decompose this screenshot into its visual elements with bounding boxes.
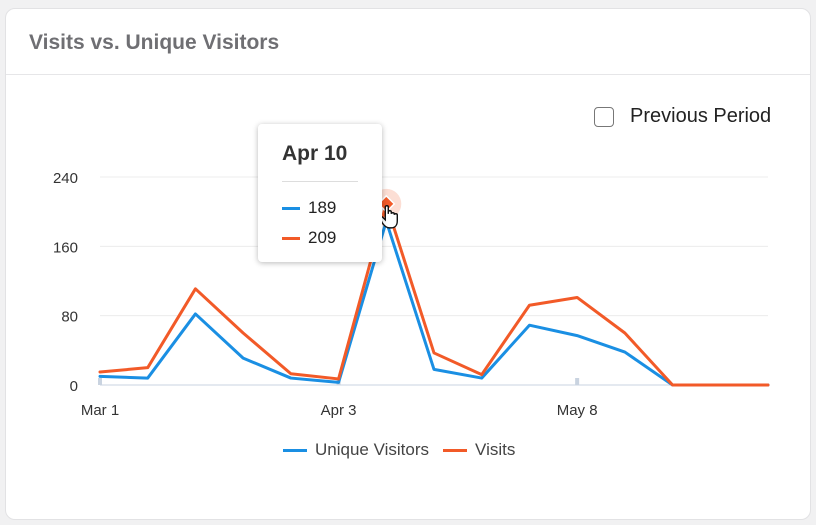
series-line-visits (98, 202, 770, 387)
chart-tooltip: Apr 10 189 209 (258, 124, 382, 262)
tooltip-swatch-unique-visitors (282, 206, 300, 210)
data-point-unique-visitors-8 (480, 376, 484, 380)
data-point-visits-1 (146, 366, 150, 370)
data-point-visits-3 (241, 331, 245, 335)
x-tick-mark-0 (98, 378, 102, 385)
data-point-visits-12 (671, 383, 675, 387)
chart-legend: Unique Visitors Visits (283, 440, 529, 460)
x-tick-label-0: Mar 1 (81, 402, 119, 419)
legend-swatch-unique-visitors (283, 448, 307, 452)
previous-period-toggle[interactable]: Previous Period (594, 105, 771, 128)
x-tick-label-1: Apr 3 (321, 402, 357, 419)
legend-swatch-visits (443, 448, 468, 452)
x-tick-label-2: May 8 (557, 402, 598, 419)
data-point-unique-visitors-5 (337, 380, 341, 384)
data-point-unique-visitors-4 (289, 376, 293, 380)
legend-item-visits[interactable]: Visits (443, 440, 515, 460)
legend-item-unique-visitors[interactable]: Unique Visitors (283, 440, 429, 460)
card-header (6, 9, 810, 75)
data-point-visits-4 (289, 372, 293, 376)
data-point-visits-14 (766, 383, 770, 387)
chart-title: Visits vs. Unique Visitors (29, 31, 280, 54)
data-point-unique-visitors-11 (623, 350, 627, 354)
previous-period-label: Previous Period (630, 105, 772, 127)
tooltip-swatch-visits (282, 236, 300, 240)
tooltip-value-visits: 209 (308, 228, 337, 247)
data-point-visits-7 (432, 351, 436, 355)
data-point-visits-11 (623, 331, 627, 335)
tooltip-row-unique-visitors: 189 (282, 198, 336, 218)
y-tick-label-240: 240 (53, 170, 78, 187)
data-point-visits-10 (575, 295, 579, 299)
previous-period-checkbox[interactable] (594, 106, 614, 127)
data-point-visits-2 (193, 287, 197, 291)
series-line-unique-visitors (98, 219, 770, 387)
x-tick-mark-2 (575, 378, 580, 385)
legend-label-unique-visitors: Unique Visitors (315, 440, 430, 459)
data-point-visits-5 (337, 377, 341, 381)
y-tick-label-0: 0 (70, 378, 78, 395)
data-point-unique-visitors-1 (146, 376, 150, 380)
chart-card: Visits vs. Unique Visitors Previous Peri… (5, 8, 811, 520)
tooltip-date: Apr 10 (282, 142, 348, 165)
tooltip-divider (282, 181, 358, 182)
data-point-visits-9 (527, 303, 531, 307)
tooltip-row-visits: 209 (282, 228, 336, 248)
tooltip-value-unique-visitors: 189 (308, 198, 337, 217)
data-point-unique-visitors-3 (241, 356, 245, 360)
data-point-unique-visitors-10 (575, 334, 579, 338)
data-point-unique-visitors-7 (432, 367, 436, 371)
data-point-unique-visitors-2 (193, 312, 197, 316)
y-tick-label-160: 160 (53, 239, 78, 256)
data-point-unique-visitors-0 (98, 374, 102, 378)
data-point-visits-0 (98, 370, 102, 374)
data-point-unique-visitors-9 (527, 323, 531, 327)
y-tick-label-80: 80 (61, 309, 78, 326)
data-point-visits-13 (718, 383, 722, 387)
hand-cursor-icon (379, 205, 398, 229)
hand-cursor-shape (379, 205, 398, 229)
legend-label-visits: Visits (475, 440, 516, 459)
data-point-visits-8 (480, 373, 484, 377)
